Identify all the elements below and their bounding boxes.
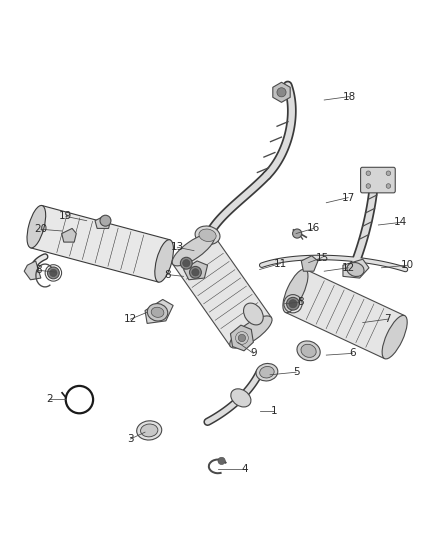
Text: 11: 11 <box>274 259 287 269</box>
Ellipse shape <box>382 316 407 359</box>
Circle shape <box>386 171 391 175</box>
Ellipse shape <box>301 344 316 358</box>
Circle shape <box>47 267 59 279</box>
Text: 14: 14 <box>394 217 407 228</box>
Text: 8: 8 <box>35 265 42 276</box>
Circle shape <box>183 260 190 267</box>
Ellipse shape <box>195 226 220 245</box>
Ellipse shape <box>231 389 251 407</box>
Text: 17: 17 <box>342 192 355 203</box>
Circle shape <box>386 184 391 188</box>
Text: 8: 8 <box>297 297 304 307</box>
Ellipse shape <box>260 367 274 378</box>
Circle shape <box>190 266 201 278</box>
Ellipse shape <box>151 307 164 317</box>
Text: 1: 1 <box>271 406 278 416</box>
Circle shape <box>238 334 246 342</box>
Circle shape <box>277 88 286 97</box>
Ellipse shape <box>199 229 216 241</box>
Polygon shape <box>230 325 253 351</box>
Text: 12: 12 <box>342 263 355 273</box>
Text: 9: 9 <box>250 349 257 358</box>
Text: 3: 3 <box>127 434 134 444</box>
FancyBboxPatch shape <box>360 167 395 193</box>
Text: 18: 18 <box>343 92 356 102</box>
Ellipse shape <box>172 233 215 266</box>
Text: 4: 4 <box>242 464 248 474</box>
Circle shape <box>50 269 57 277</box>
Polygon shape <box>173 236 272 346</box>
Circle shape <box>366 171 371 175</box>
Text: 19: 19 <box>59 212 73 221</box>
Circle shape <box>218 457 225 465</box>
Text: 15: 15 <box>315 253 329 263</box>
Polygon shape <box>95 216 111 229</box>
Text: 13: 13 <box>171 242 184 252</box>
Polygon shape <box>31 206 170 282</box>
Polygon shape <box>24 261 41 280</box>
Polygon shape <box>343 259 369 278</box>
Ellipse shape <box>283 269 308 313</box>
Text: 8: 8 <box>165 270 171 280</box>
Circle shape <box>286 297 299 310</box>
Polygon shape <box>301 256 318 271</box>
Ellipse shape <box>256 364 278 381</box>
Text: 6: 6 <box>349 349 356 358</box>
Circle shape <box>289 300 297 308</box>
Circle shape <box>293 229 302 238</box>
Text: 2: 2 <box>46 394 53 404</box>
Text: 20: 20 <box>34 224 47 235</box>
Circle shape <box>180 257 192 269</box>
Ellipse shape <box>137 421 162 440</box>
Ellipse shape <box>244 303 263 325</box>
Circle shape <box>366 184 371 188</box>
Circle shape <box>192 269 199 276</box>
Ellipse shape <box>141 424 158 437</box>
Text: 16: 16 <box>307 223 321 233</box>
Text: 10: 10 <box>401 260 414 270</box>
Polygon shape <box>145 300 173 324</box>
Circle shape <box>100 215 111 226</box>
Polygon shape <box>286 269 405 359</box>
Text: 12: 12 <box>124 314 137 324</box>
Text: 7: 7 <box>385 314 391 324</box>
Ellipse shape <box>27 205 46 248</box>
Ellipse shape <box>230 316 272 348</box>
Polygon shape <box>62 229 76 242</box>
Ellipse shape <box>347 263 364 277</box>
Ellipse shape <box>147 304 168 321</box>
Polygon shape <box>184 261 208 280</box>
Text: 5: 5 <box>293 367 300 377</box>
Ellipse shape <box>297 341 320 361</box>
Ellipse shape <box>155 240 173 282</box>
